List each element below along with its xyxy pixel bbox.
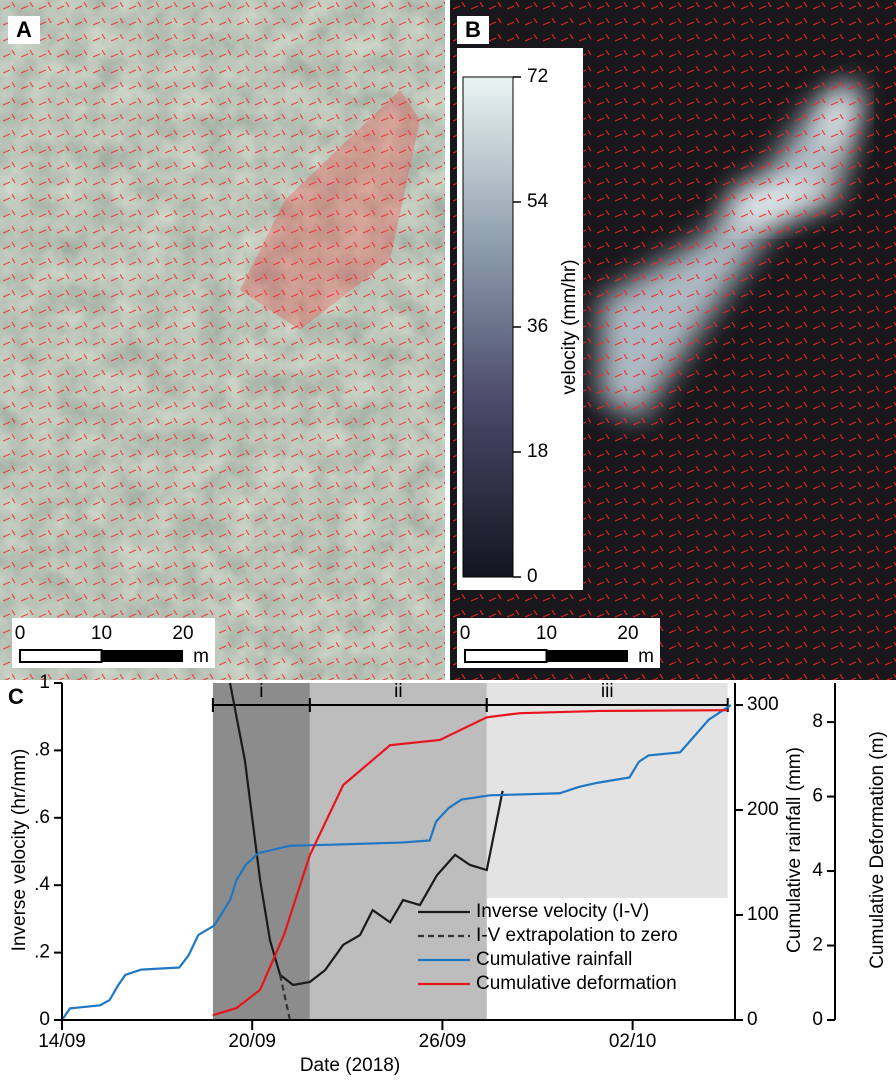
- y-tick-label: 0: [39, 1009, 50, 1030]
- panel-label: B: [465, 17, 481, 42]
- y2-tick-label: 200: [747, 799, 779, 820]
- phase-label: iii: [601, 681, 614, 702]
- y-tick-label: 1: [39, 672, 50, 693]
- panel-label: A: [16, 17, 32, 42]
- y3-axis-label: Cumulative Deformation (m): [867, 731, 888, 969]
- panel-label: C: [8, 684, 24, 709]
- y-tick-label: .8: [34, 739, 50, 760]
- y3-tick-label: 6: [812, 786, 823, 807]
- colorbar-tick-label: 36: [527, 316, 548, 337]
- y3-tick-label: 8: [812, 711, 823, 732]
- y3-tick-label: 0: [812, 1009, 823, 1030]
- legend-label: Cumulative deformation: [476, 973, 677, 994]
- colorbar-tick-label: 54: [527, 191, 549, 212]
- scale-bar-tick-label: 20: [617, 623, 638, 644]
- scale-bar-white: [465, 650, 547, 662]
- scale-bar-tick-label: 0: [460, 623, 471, 644]
- colorbar-tick-label: 18: [527, 441, 548, 462]
- y2-tick-label: 0: [747, 1009, 758, 1030]
- legend-label: Cumulative rainfall: [476, 949, 632, 970]
- y2-tick-label: 300: [747, 694, 779, 715]
- y2-axis-label: Cumulative rainfall (mm): [784, 747, 805, 953]
- scale-bar-tick-label: 20: [172, 623, 193, 644]
- x-tick-label: 02/10: [609, 1031, 657, 1052]
- colorbar-tick-label: 72: [527, 66, 548, 87]
- y-tick-label: .6: [34, 807, 50, 828]
- phase-label: i: [259, 681, 263, 702]
- y3-tick-label: 2: [812, 935, 823, 956]
- scale-bar-tick-label: 10: [91, 623, 112, 644]
- scale-bar-white: [20, 650, 102, 662]
- displacement-vectors: [0, 0, 445, 680]
- x-axis-label: Date (2018): [300, 1055, 400, 1076]
- scale-bar-tick-label: 0: [15, 623, 26, 644]
- scale-bar-unit: m: [638, 646, 654, 667]
- x-tick-label: 14/09: [38, 1031, 86, 1052]
- x-tick-label: 20/09: [228, 1031, 276, 1052]
- x-tick-label: 26/09: [419, 1031, 467, 1052]
- colorbar: [463, 77, 513, 577]
- phase-region: [487, 683, 728, 898]
- legend-label: I-V extrapolation to zero: [476, 925, 678, 946]
- scale-bar-black: [102, 650, 184, 662]
- colorbar-label: velocity (mm/hr): [559, 259, 580, 394]
- scale-bar-unit: m: [193, 646, 209, 667]
- y-tick-label: .2: [34, 942, 50, 963]
- phase-region: [310, 683, 487, 1020]
- scale-bar-black: [547, 650, 629, 662]
- legend-label: Inverse velocity (I-V): [476, 901, 649, 922]
- figure: A 01020m B velocity (mm/hr) 018365472 01…: [0, 0, 896, 1084]
- y2-tick-label: 100: [747, 904, 779, 925]
- y3-tick-label: 4: [812, 860, 823, 881]
- y-tick-label: .4: [34, 874, 50, 895]
- scale-bar-tick-label: 10: [536, 623, 557, 644]
- phase-label: ii: [394, 681, 402, 702]
- y-axis-label: Inverse velocity (hr/mm): [9, 749, 30, 952]
- colorbar-tick-label: 0: [527, 566, 538, 587]
